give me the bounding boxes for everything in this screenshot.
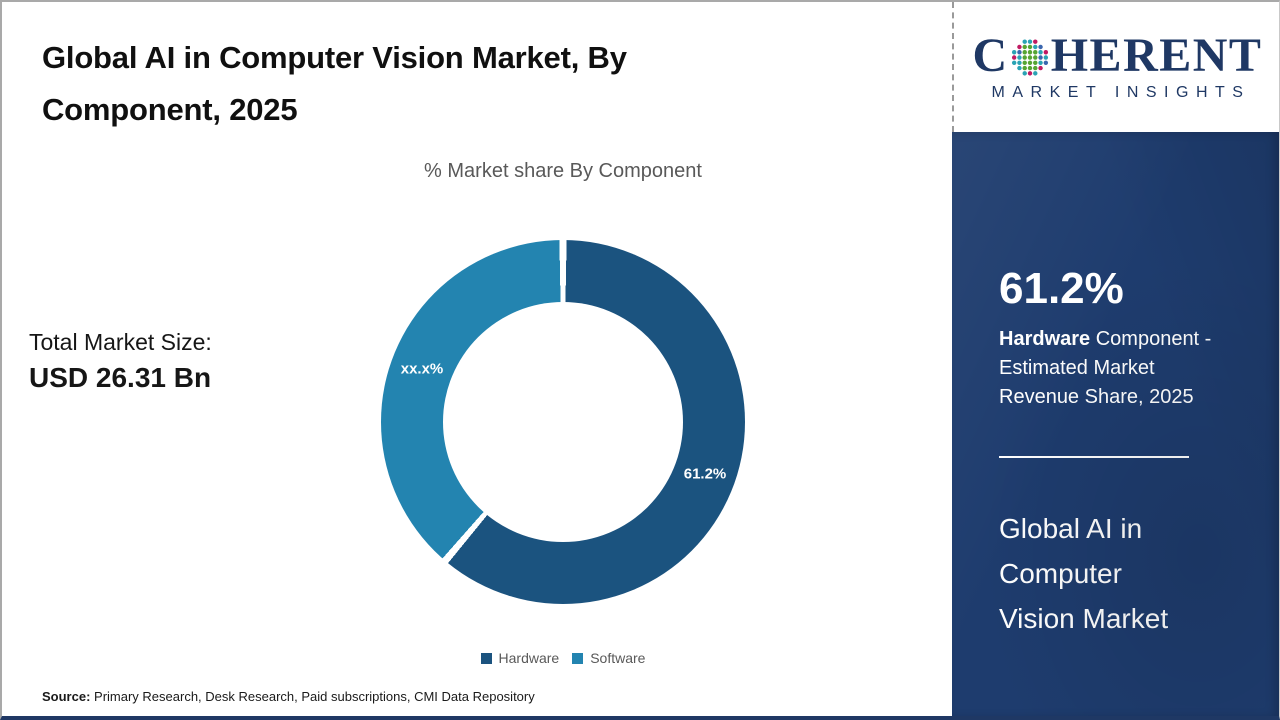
- main-area: Global AI in Computer Vision Market, By …: [2, 2, 952, 716]
- legend-swatch-software: [572, 652, 584, 664]
- legend-label-software: Software: [590, 650, 646, 666]
- chart-subtitle: % Market share By Component: [424, 160, 702, 182]
- stat-desc-bold: Hardware: [999, 328, 1091, 350]
- panel-divider: [999, 456, 1189, 458]
- total-market-value: USD 26.31 Bn: [29, 362, 212, 393]
- panel-title-line1: Global AI in: [999, 513, 1143, 544]
- panel-title-line3: Vision Market: [999, 603, 1169, 634]
- slice-label-hardware: 61.2%: [683, 465, 727, 483]
- highlight-panel: 61.2% Hardware Component - Estimated Mar…: [952, 132, 1279, 716]
- panel-market-title: Global AI in Computer Vision Market: [999, 506, 1241, 641]
- brand-logo: C HERENT: [973, 32, 1263, 80]
- slice-label-software: xx.x%: [400, 360, 444, 378]
- highlight-stat-value: 61.2%: [999, 264, 1124, 313]
- panel-title-line2: Computer: [999, 558, 1122, 589]
- page-title: Global AI in Computer Vision Market, By …: [42, 32, 902, 136]
- legend-item-hardware: Hardware: [480, 650, 560, 666]
- page-title-line1: Global AI in Computer Vision Market, By: [42, 40, 627, 75]
- legend-label-hardware: Hardware: [498, 650, 560, 666]
- sidebar: C HERENT MARKET INSIGHTS 61.2%: [952, 2, 1279, 716]
- chart-legend: Hardware Software: [331, 650, 795, 666]
- donut-chart-area: 61.2% xx.x%: [381, 240, 745, 604]
- stat-desc-line2: Estimated Market: [999, 357, 1155, 379]
- donut-hole: [443, 302, 683, 542]
- source-text: Primary Research, Desk Research, Paid su…: [94, 689, 535, 704]
- legend-swatch-hardware: [480, 652, 492, 664]
- brand-tagline: MARKET INSIGHTS: [991, 84, 1251, 101]
- source-label: Source:: [42, 689, 91, 704]
- highlight-stat-description: Hardware Component - Estimated Market Re…: [999, 325, 1241, 412]
- legend-item-software: Software: [572, 650, 645, 666]
- globe-dots-icon: [1011, 39, 1048, 76]
- brand-logo-area: C HERENT MARKET INSIGHTS: [952, 2, 1279, 132]
- stat-desc-rest: Component -: [1095, 328, 1212, 350]
- total-market-size: Total Market Size: USD 26.31 Bn: [29, 325, 212, 397]
- page-title-line2: Component, 2025: [42, 92, 298, 127]
- source-line: Source: Primary Research, Desk Research,…: [42, 689, 535, 704]
- total-market-label: Total Market Size:: [29, 329, 212, 355]
- stat-desc-line3: Revenue Share, 2025: [999, 386, 1194, 408]
- brand-letter-c: C: [972, 29, 1009, 82]
- brand-letters-rest: HERENT: [1050, 29, 1263, 82]
